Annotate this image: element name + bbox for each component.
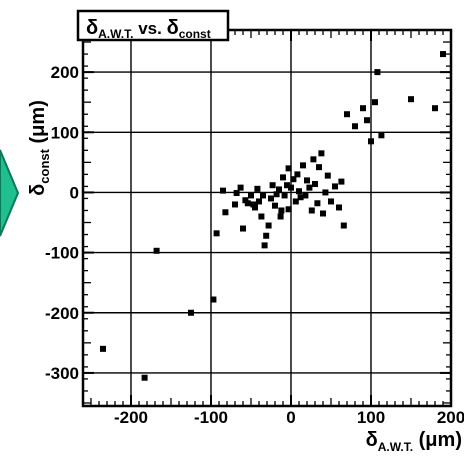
x-tick-labels: -200 -100 0 100 200: [114, 408, 464, 427]
arrow-pointer-icon: [0, 149, 20, 237]
data-point: [265, 222, 272, 229]
y-tick-label: -300: [45, 364, 79, 383]
data-point: [256, 198, 262, 205]
data-point: [344, 111, 350, 118]
x-axis-label: δA.W.T. (μm): [366, 429, 462, 454]
data-point: [364, 117, 370, 124]
chart-title: δA.W.T. vs. δconst: [76, 9, 230, 42]
x-tick-label: -200: [114, 408, 148, 427]
data-point: [440, 51, 446, 58]
data-point: [297, 194, 304, 201]
data-point: [141, 374, 148, 381]
data-point: [306, 184, 313, 191]
data-point: [312, 181, 318, 188]
y-tick-label: -200: [45, 304, 79, 323]
data-point: [242, 197, 249, 204]
data-point: [374, 69, 381, 76]
data-point: [316, 164, 322, 171]
x-tick-label: 200: [437, 408, 464, 427]
data-point: [288, 184, 294, 191]
data-point: [294, 171, 301, 178]
svg-text:δconst (μm): δconst (μm): [27, 100, 52, 196]
x-tick-label: 0: [286, 408, 295, 427]
data-point: [285, 165, 292, 172]
data-point: [300, 162, 306, 169]
data-point: [272, 202, 278, 209]
data-point: [408, 96, 414, 103]
data-point: [296, 188, 302, 195]
data-point: [100, 345, 106, 352]
data-point: [222, 209, 229, 216]
data-point: [336, 204, 342, 211]
data-point: [263, 232, 270, 239]
data-point: [248, 192, 254, 199]
data-point: [304, 177, 310, 184]
data-point: [269, 182, 276, 189]
y-tick-label: 100: [51, 123, 79, 142]
data-point: [153, 247, 160, 254]
data-point: [308, 207, 315, 214]
x-tick-label: 100: [357, 408, 385, 427]
data-point: [292, 198, 299, 205]
data-point: [368, 138, 374, 145]
x-tick-label: -100: [194, 408, 228, 427]
data-point: [258, 213, 265, 220]
data-point: [277, 213, 284, 220]
data-point: [220, 187, 226, 194]
data-point: [250, 201, 257, 208]
plot-frame: [81, 28, 453, 408]
data-point: [314, 200, 321, 207]
data-point: [261, 242, 268, 249]
svg-text:δA.W.T. (μm): δA.W.T. (μm): [366, 429, 462, 454]
data-point: [276, 186, 282, 193]
data-point: [233, 190, 240, 197]
data-point: [324, 172, 331, 179]
data-point: [290, 176, 297, 183]
data-point: [260, 192, 266, 199]
y-tick-label: -100: [45, 244, 79, 263]
data-point: [378, 132, 385, 139]
data-point: [352, 123, 358, 130]
data-point: [244, 200, 251, 207]
data-point: [273, 191, 280, 198]
data-point: [310, 156, 317, 163]
data-point: [210, 296, 217, 303]
data-point: [432, 105, 438, 112]
data-point: [188, 309, 194, 316]
data-point: [338, 178, 345, 185]
data-point: [302, 192, 309, 199]
y-tick-labels: 200 100 0 -100 -200 -300: [45, 63, 79, 383]
data-point: [240, 225, 246, 232]
data-point: [278, 207, 285, 214]
data-point: [284, 182, 290, 189]
data-point: [237, 184, 244, 191]
data-point: [332, 183, 338, 190]
data-point: [213, 230, 220, 237]
data-point: [372, 99, 378, 106]
data-point: [328, 198, 334, 205]
grid-lines: [83, 30, 451, 406]
y-tick-label: 0: [70, 183, 79, 202]
data-point: [340, 222, 347, 229]
y-tick-label: 200: [51, 63, 79, 82]
data-points: [100, 51, 446, 381]
data-point: [285, 206, 292, 213]
svg-text:δA.W.T. vs. δconst: δA.W.T. vs. δconst: [86, 17, 211, 41]
data-point: [252, 204, 258, 211]
data-point: [320, 210, 326, 217]
data-point: [318, 150, 325, 157]
data-point: [322, 189, 329, 196]
data-point: [232, 201, 238, 208]
data-point: [254, 185, 261, 192]
data-point: [281, 192, 288, 199]
data-point: [280, 174, 286, 181]
y-axis-label: δconst (μm): [27, 100, 52, 196]
data-point: [360, 105, 366, 112]
data-point: [268, 195, 274, 202]
